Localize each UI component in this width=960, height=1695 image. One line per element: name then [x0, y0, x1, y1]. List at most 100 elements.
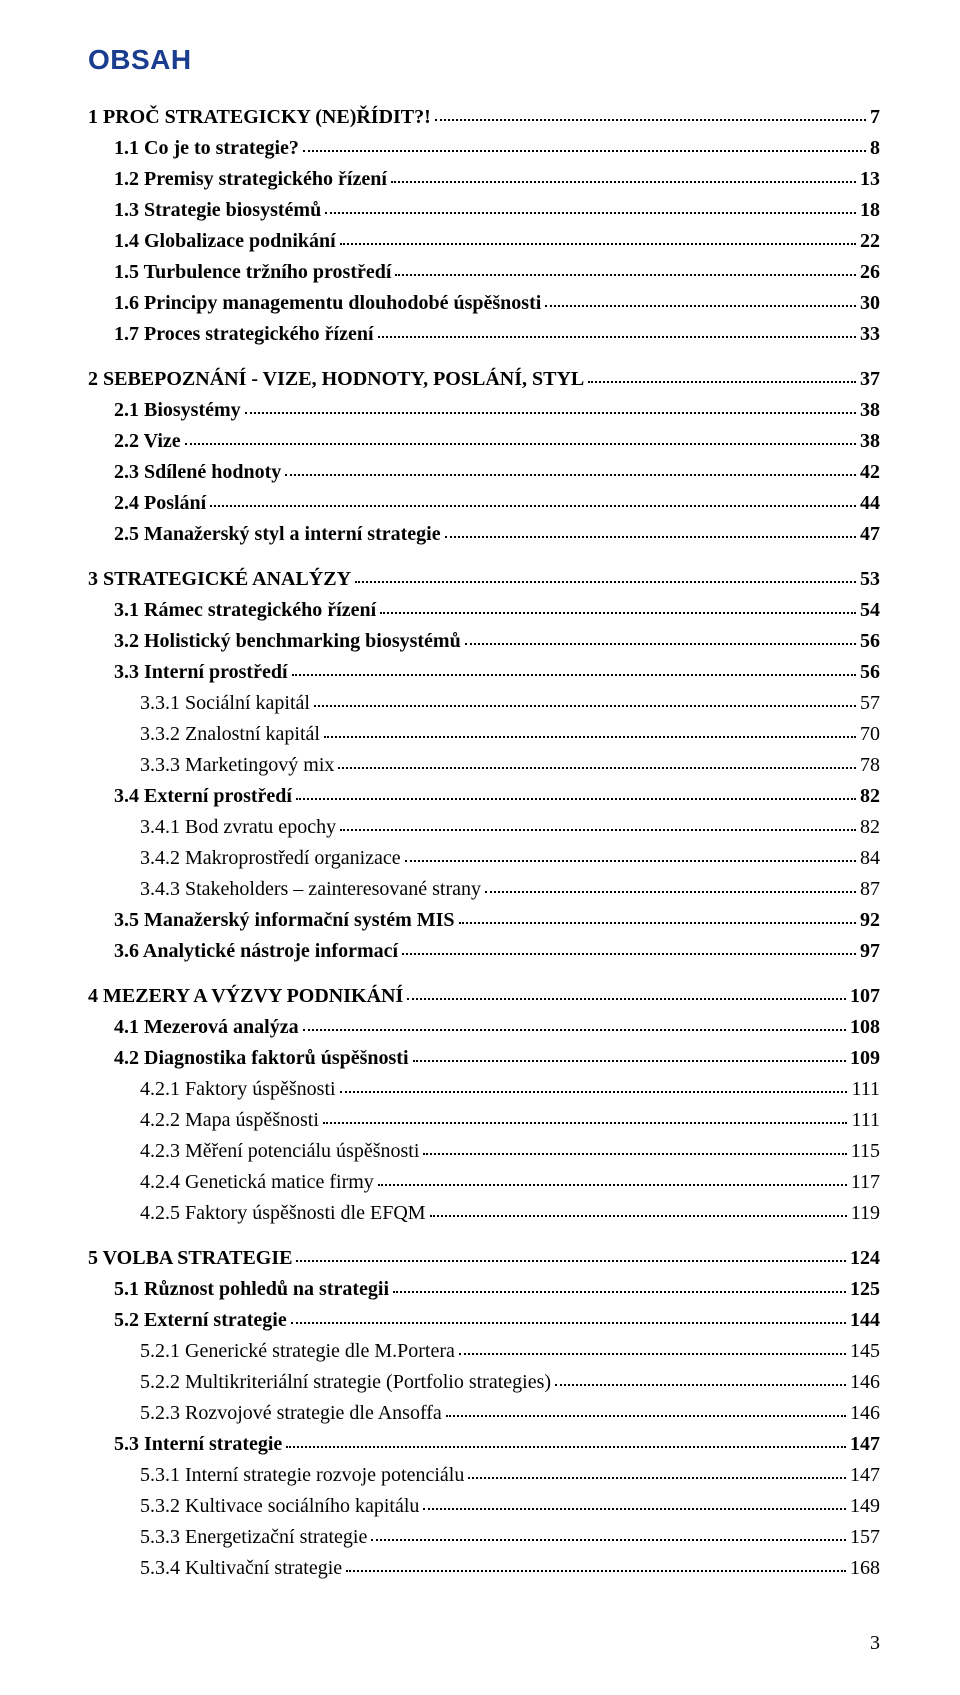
- toc-entry: 5.2.1 Generické strategie dle M.Portera1…: [88, 1336, 880, 1367]
- toc-entry-label: 3.5 Manažerský informační systém MIS: [114, 905, 455, 936]
- toc-entry-page: 13: [860, 164, 880, 195]
- toc-entry-label: 5.2.3 Rozvojové strategie dle Ansoffa: [140, 1398, 442, 1429]
- toc-leader: [325, 212, 856, 214]
- toc-leader: [445, 536, 856, 538]
- toc-entry-label: 2.4 Poslání: [114, 488, 206, 519]
- toc-entry-label: 1.5 Turbulence tržního prostředí: [114, 257, 391, 288]
- toc-entry-page: 84: [860, 843, 880, 874]
- toc-entry: 3.3.3 Marketingový mix78: [88, 750, 880, 781]
- toc-entry-page: 147: [850, 1460, 880, 1491]
- toc-entry-page: 54: [860, 595, 880, 626]
- toc-entry: 2.5 Manažerský styl a interní strategie4…: [88, 519, 880, 550]
- toc-entry-page: 8: [870, 133, 880, 164]
- toc-entry-page: 108: [850, 1012, 880, 1043]
- toc-entry-label: 3.4 Externí prostředí: [114, 781, 292, 812]
- toc-leader: [405, 860, 856, 862]
- toc-leader: [340, 243, 856, 245]
- toc-leader: [430, 1215, 847, 1217]
- toc-leader: [588, 381, 856, 383]
- toc-entry-page: 119: [851, 1198, 880, 1229]
- toc-entry-page: 97: [860, 936, 880, 967]
- toc-entry-label: 1.1 Co je to strategie?: [114, 133, 299, 164]
- toc-entry-page: 47: [860, 519, 880, 550]
- toc-entry: 3.4.2 Makroprostředí organizace 84: [88, 843, 880, 874]
- toc-entry-label: 5.2.1 Generické strategie dle M.Portera: [140, 1336, 455, 1367]
- toc-entry: 3.1 Rámec strategického řízení 54: [88, 595, 880, 626]
- toc-entry-label: 5.3.4 Kultivační strategie: [140, 1553, 342, 1584]
- toc-entry-label: 3.4.2 Makroprostředí organizace: [140, 843, 401, 874]
- toc-entry: 4.2.4 Genetická matice firmy117: [88, 1167, 880, 1198]
- toc-leader: [285, 474, 856, 476]
- toc-entry: 5.3 Interní strategie 147: [88, 1429, 880, 1460]
- toc-entry-page: 111: [851, 1074, 880, 1105]
- toc-entry: 5 VOLBA STRATEGIE124: [88, 1243, 880, 1274]
- toc-leader: [459, 922, 856, 924]
- toc-leader: [468, 1477, 846, 1479]
- toc-entry-page: 147: [850, 1429, 880, 1460]
- toc-entry: 1.6 Principy managementu dlouhodobé úspě…: [88, 288, 880, 319]
- toc-entry-label: 4.2.5 Faktory úspěšnosti dle EFQM: [140, 1198, 426, 1229]
- toc-entry: 4.2.2 Mapa úspěšnosti111: [88, 1105, 880, 1136]
- toc-entry: 1 PROČ STRATEGICKY (NE)ŘÍDIT?!7: [88, 102, 880, 133]
- toc-entry: 1.5 Turbulence tržního prostředí26: [88, 257, 880, 288]
- toc-leader: [286, 1446, 846, 1448]
- toc-entry-label: 1.4 Globalizace podnikání: [114, 226, 336, 257]
- toc-leader: [291, 1322, 846, 1324]
- toc-leader: [340, 1091, 848, 1093]
- toc-entry-page: 144: [850, 1305, 880, 1336]
- toc-leader: [378, 336, 856, 338]
- toc-entry: 1.7 Proces strategického řízení33: [88, 319, 880, 350]
- toc-entry-label: 4.2.2 Mapa úspěšnosti: [140, 1105, 319, 1136]
- toc-entry: 4 MEZERY A VÝZVY PODNIKÁNÍ107: [88, 981, 880, 1012]
- toc-entry-label: 2 SEBEPOZNÁNÍ - VIZE, HODNOTY, POSLÁNÍ, …: [88, 364, 584, 395]
- toc-entry: 2.4 Poslání44: [88, 488, 880, 519]
- toc-entry-label: 5.3.2 Kultivace sociálního kapitálu: [140, 1491, 419, 1522]
- toc-entry-label: 1.2 Premisy strategického řízení: [114, 164, 387, 195]
- toc-entry: 5.1 Různost pohledů na strategii125: [88, 1274, 880, 1305]
- toc-entry-page: 22: [860, 226, 880, 257]
- toc-entry-label: 5.2 Externí strategie: [114, 1305, 287, 1336]
- toc-entry-page: 124: [850, 1243, 880, 1274]
- toc-entry: 3.3 Interní prostředí56: [88, 657, 880, 688]
- toc-entry-label: 4 MEZERY A VÝZVY PODNIKÁNÍ: [88, 981, 403, 1012]
- toc-entry: 3.2 Holistický benchmarking biosystémů56: [88, 626, 880, 657]
- toc-entry-label: 5.3 Interní strategie: [114, 1429, 282, 1460]
- page-heading: OBSAH: [88, 44, 880, 76]
- toc-entry-page: 82: [860, 781, 880, 812]
- toc-entry-label: 1.6 Principy managementu dlouhodobé úspě…: [114, 288, 541, 319]
- toc-entry-page: 56: [860, 626, 880, 657]
- toc-entry-page: 70: [860, 719, 880, 750]
- toc-leader: [435, 119, 866, 121]
- toc-leader: [292, 674, 856, 676]
- toc-entry-label: 5.3.3 Energetizační strategie: [140, 1522, 367, 1553]
- toc-leader: [340, 829, 856, 831]
- toc-entry-page: 168: [850, 1553, 880, 1584]
- toc-entry: 3.4.3 Stakeholders – zainteresované stra…: [88, 874, 880, 905]
- toc-leader: [459, 1353, 846, 1355]
- toc-entry-label: 5.3.1 Interní strategie rozvoje potenciá…: [140, 1460, 464, 1491]
- toc-entry: 1.3 Strategie biosystémů18: [88, 195, 880, 226]
- toc-leader: [355, 581, 856, 583]
- toc-entry-label: 1 PROČ STRATEGICKY (NE)ŘÍDIT?!: [88, 102, 431, 133]
- toc-entry-page: 78: [860, 750, 880, 781]
- toc-leader: [346, 1570, 846, 1572]
- toc-entry-page: 87: [860, 874, 880, 905]
- toc-entry-label: 5.2.2 Multikriteriální strategie (Portfo…: [140, 1367, 551, 1398]
- toc-leader: [395, 274, 856, 276]
- toc-entry: 5.3.1 Interní strategie rozvoje potenciá…: [88, 1460, 880, 1491]
- toc-entry-label: 3.1 Rámec strategického řízení: [114, 595, 376, 626]
- toc-entry-page: 38: [860, 426, 880, 457]
- toc-leader: [185, 443, 856, 445]
- toc-entry-page: 157: [850, 1522, 880, 1553]
- toc-entry: 3.5 Manažerský informační systém MIS92: [88, 905, 880, 936]
- toc-leader: [323, 1122, 848, 1124]
- toc-leader: [380, 612, 856, 614]
- toc-leader: [303, 1029, 846, 1031]
- toc-entry-page: 38: [860, 395, 880, 426]
- toc-leader: [407, 998, 846, 1000]
- toc-entry: 2 SEBEPOZNÁNÍ - VIZE, HODNOTY, POSLÁNÍ, …: [88, 364, 880, 395]
- toc-entry-label: 2.1 Biosystémy: [114, 395, 241, 426]
- toc-entry: 5.2.2 Multikriteriální strategie (Portfo…: [88, 1367, 880, 1398]
- toc-entry: 3.4.1 Bod zvratu epochy82: [88, 812, 880, 843]
- toc-entry-label: 3.4.3 Stakeholders – zainteresované stra…: [140, 874, 481, 905]
